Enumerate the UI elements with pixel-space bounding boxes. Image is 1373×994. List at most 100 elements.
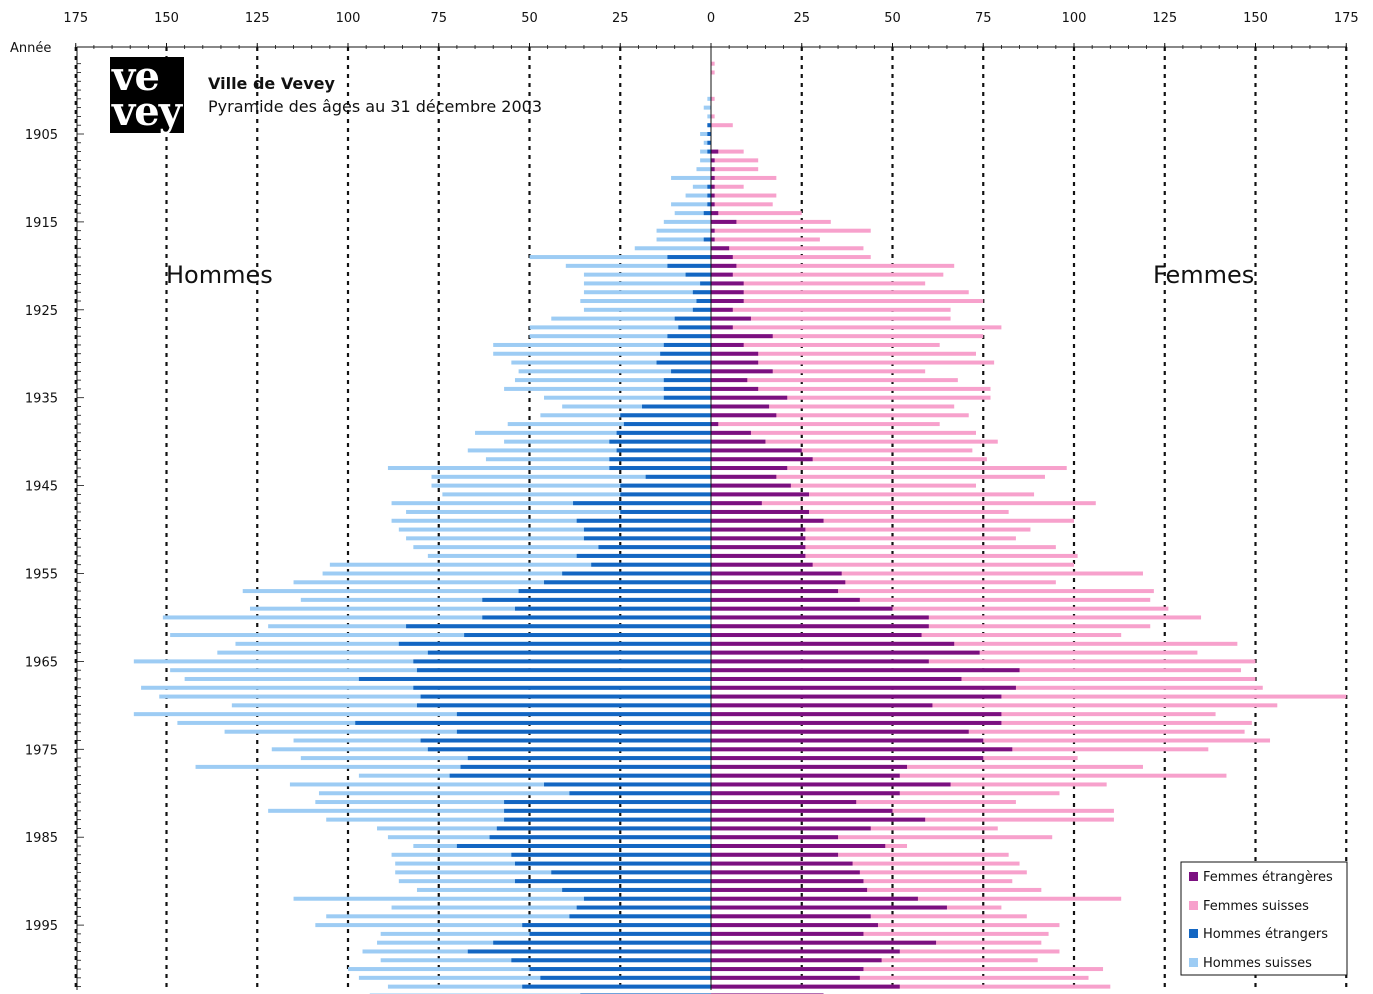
bar-femmes-etrangeres [711, 483, 791, 488]
bar-femmes-suisses [711, 334, 984, 339]
bar-hommes-etrangers [358, 676, 711, 681]
bar-hommes-etrangers [413, 685, 711, 690]
bar-hommes-etrangers [703, 211, 711, 216]
legend: Femmes étrangères Femmes suisses Hommes … [1180, 861, 1348, 976]
bar-hommes-etrangers [671, 369, 711, 374]
bar-hommes-etrangers [616, 448, 711, 453]
bar-hommes-etrangers [420, 738, 711, 743]
bar-hommes-suisses [504, 439, 711, 444]
bar-femmes-etrangeres [711, 360, 759, 365]
bar-femmes-etrangeres [711, 509, 810, 514]
bar-femmes-suisses [711, 931, 1049, 936]
bar-femmes-suisses [711, 369, 926, 374]
bar-femmes-etrangeres [711, 386, 759, 391]
bar-femmes-etrangeres [711, 826, 871, 831]
bar-hommes-suisses [162, 615, 711, 620]
bar-hommes-suisses [565, 263, 711, 268]
bar-hommes-etrangers [685, 272, 711, 277]
bar-hommes-etrangers [529, 931, 711, 936]
legend-item-hommes-etrangers: Hommes étrangers [1189, 927, 1328, 942]
bar-hommes-suisses [293, 896, 711, 901]
bar-hommes-suisses [707, 96, 711, 101]
bar-hommes-suisses [696, 167, 711, 172]
bar-femmes-suisses [711, 483, 976, 488]
bar-femmes-etrangeres [711, 281, 744, 286]
bar-femmes-etrangeres [711, 887, 868, 892]
bar-femmes-etrangeres [711, 624, 929, 629]
bar-femmes-etrangeres [711, 923, 878, 928]
bar-hommes-suisses [413, 545, 711, 550]
bar-hommes-etrangers [620, 413, 711, 418]
year-tick-label: 1905 [25, 128, 58, 143]
bar-hommes-suisses [358, 975, 711, 980]
bar-femmes-suisses [711, 764, 1143, 769]
bar-hommes-suisses [318, 791, 711, 796]
bar-hommes-suisses [504, 386, 711, 391]
bar-femmes-suisses [711, 474, 1045, 479]
bar-hommes-suisses [562, 404, 711, 409]
year-tick-label: 1915 [25, 216, 58, 231]
bar-femmes-suisses [711, 861, 1020, 866]
bar-hommes-suisses [507, 422, 711, 427]
bar-femmes-suisses [711, 439, 998, 444]
bar-hommes-etrangers [656, 360, 711, 365]
year-tick-label: 1955 [25, 568, 58, 583]
bar-femmes-etrangeres [711, 351, 759, 356]
bar-femmes-suisses [711, 975, 1089, 980]
bar-hommes-etrangers [514, 861, 711, 866]
bar-femmes-etrangeres [711, 729, 969, 734]
bar-hommes-suisses [398, 527, 711, 532]
bar-femmes-etrangeres [711, 378, 748, 383]
bar-femmes-etrangeres [711, 299, 744, 304]
bar-hommes-etrangers [707, 149, 711, 154]
bar-femmes-suisses [711, 61, 715, 66]
bar-hommes-suisses [442, 492, 711, 497]
bar-femmes-suisses [711, 509, 1009, 514]
bar-hommes-etrangers [489, 835, 711, 840]
bar-hommes-etrangers [551, 870, 711, 875]
bar-femmes-etrangeres [711, 325, 733, 330]
bar-hommes-suisses [315, 923, 711, 928]
bar-hommes-suisses [329, 562, 711, 567]
bar-hommes-etrangers [493, 940, 711, 945]
year-tick-label: 1975 [25, 743, 58, 758]
bar-hommes-etrangers [623, 422, 711, 427]
bar-femmes-etrangeres [711, 597, 860, 602]
bar-femmes-etrangeres [711, 615, 929, 620]
bar-femmes-etrangeres [711, 650, 980, 655]
bar-hommes-suisses [475, 430, 711, 435]
bar-hommes-etrangers [598, 545, 711, 550]
bar-hommes-etrangers [660, 351, 711, 356]
bar-hommes-etrangers [467, 756, 711, 761]
bar-hommes-suisses [514, 378, 711, 383]
bar-hommes-suisses [685, 193, 711, 198]
legend-swatch [1189, 901, 1198, 910]
x-tick-label: 25 [612, 11, 629, 26]
bar-femmes-suisses [711, 967, 1104, 972]
bar-femmes-etrangeres [711, 237, 715, 242]
bar-femmes-suisses [711, 219, 831, 224]
bar-hommes-etrangers [456, 843, 711, 848]
bar-femmes-suisses [711, 923, 1060, 928]
year-tick-label: 1965 [25, 655, 58, 670]
bar-femmes-suisses [711, 615, 1202, 620]
bar-femmes-etrangeres [711, 536, 806, 541]
legend-swatch [1189, 872, 1198, 881]
bar-hommes-suisses [493, 342, 711, 347]
bar-femmes-etrangeres [711, 553, 806, 558]
bar-hommes-etrangers [576, 905, 711, 910]
x-tick-labels: 175 150 125 100 75 50 25 0 25 50 75 100 125 150 175 [63, 11, 1358, 26]
bar-femmes-suisses [711, 808, 1114, 813]
bar-hommes-suisses [249, 606, 712, 611]
bar-femmes-etrangeres [711, 931, 864, 936]
bar-hommes-etrangers [464, 633, 711, 638]
bar-femmes-etrangeres [711, 843, 886, 848]
bar-femmes-etrangeres [711, 290, 744, 295]
bar-femmes-suisses [711, 325, 1002, 330]
bar-hommes-etrangers [645, 474, 711, 479]
bar-hommes-etrangers [703, 237, 711, 242]
bar-hommes-etrangers [562, 887, 711, 892]
bar-femmes-suisses [711, 167, 759, 172]
bar-femmes-suisses [711, 800, 1016, 805]
bar-hommes-etrangers [504, 817, 711, 822]
